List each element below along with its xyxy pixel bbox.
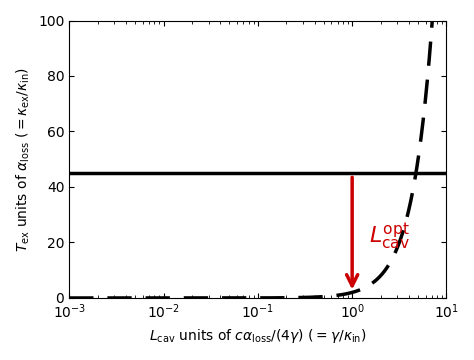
- Y-axis label: $T_{\rm ex}$ units of $\alpha_{\rm loss}$ $(= \kappa_{\rm ex}/\kappa_{\rm in})$: $T_{\rm ex}$ units of $\alpha_{\rm loss}…: [15, 67, 32, 252]
- X-axis label: $L_{\rm cav}$ units of $c\alpha_{\rm loss}/(4\gamma)$ $(= \gamma/\kappa_{\rm in}: $L_{\rm cav}$ units of $c\alpha_{\rm los…: [149, 327, 367, 345]
- Text: $\mathit{L}_{\rm cav}^{\rm opt}$: $\mathit{L}_{\rm cav}^{\rm opt}$: [369, 221, 410, 252]
